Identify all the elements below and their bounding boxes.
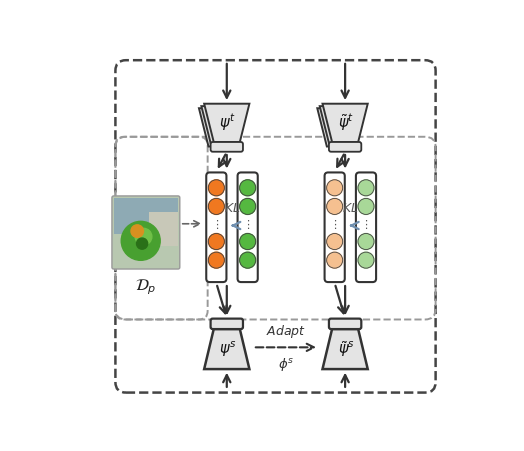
Circle shape (358, 234, 374, 250)
FancyBboxPatch shape (324, 173, 345, 282)
Circle shape (209, 234, 224, 250)
FancyBboxPatch shape (211, 143, 243, 152)
FancyBboxPatch shape (329, 143, 362, 152)
Circle shape (239, 253, 256, 268)
Circle shape (135, 229, 152, 245)
Circle shape (239, 234, 256, 250)
Text: $\mathcal{D}_p$: $\mathcal{D}_p$ (135, 276, 157, 296)
Circle shape (358, 253, 374, 268)
Text: ⋮: ⋮ (242, 220, 253, 230)
Polygon shape (199, 109, 244, 147)
Circle shape (326, 199, 343, 215)
Circle shape (209, 199, 224, 215)
Text: $\tilde{\psi}^t$: $\tilde{\psi}^t$ (338, 111, 354, 133)
Circle shape (121, 222, 160, 261)
Text: ⋮: ⋮ (211, 220, 222, 230)
Circle shape (358, 180, 374, 196)
Polygon shape (320, 107, 365, 145)
Circle shape (137, 239, 148, 250)
Text: $\mathit{Adapt}$: $\mathit{Adapt}$ (266, 322, 306, 340)
Circle shape (239, 199, 256, 215)
Circle shape (209, 253, 224, 268)
FancyBboxPatch shape (329, 319, 362, 329)
Circle shape (358, 199, 374, 215)
Polygon shape (322, 105, 368, 143)
Circle shape (326, 234, 343, 250)
Text: ⋮: ⋮ (361, 220, 372, 230)
Bar (114, 198, 178, 235)
Text: $\tilde{\psi}^s$: $\tilde{\psi}^s$ (337, 338, 355, 358)
Circle shape (326, 180, 343, 196)
FancyBboxPatch shape (112, 197, 180, 269)
Polygon shape (322, 329, 368, 369)
Text: $KL$: $KL$ (224, 202, 240, 215)
Text: $\psi^s$: $\psi^s$ (219, 339, 236, 358)
Circle shape (209, 180, 224, 196)
Text: $KL$: $KL$ (342, 202, 358, 215)
Polygon shape (204, 105, 249, 143)
FancyBboxPatch shape (206, 173, 226, 282)
Polygon shape (201, 107, 247, 145)
Polygon shape (204, 329, 249, 369)
Circle shape (239, 180, 256, 196)
Circle shape (131, 226, 144, 238)
Text: $\psi^t$: $\psi^t$ (220, 111, 236, 133)
Bar (149, 212, 178, 247)
Polygon shape (317, 109, 363, 147)
Text: ⋮: ⋮ (329, 220, 340, 230)
FancyBboxPatch shape (237, 173, 258, 282)
Circle shape (326, 253, 343, 268)
FancyBboxPatch shape (211, 319, 243, 329)
FancyBboxPatch shape (356, 173, 376, 282)
Text: $\phi^s$: $\phi^s$ (278, 355, 294, 373)
